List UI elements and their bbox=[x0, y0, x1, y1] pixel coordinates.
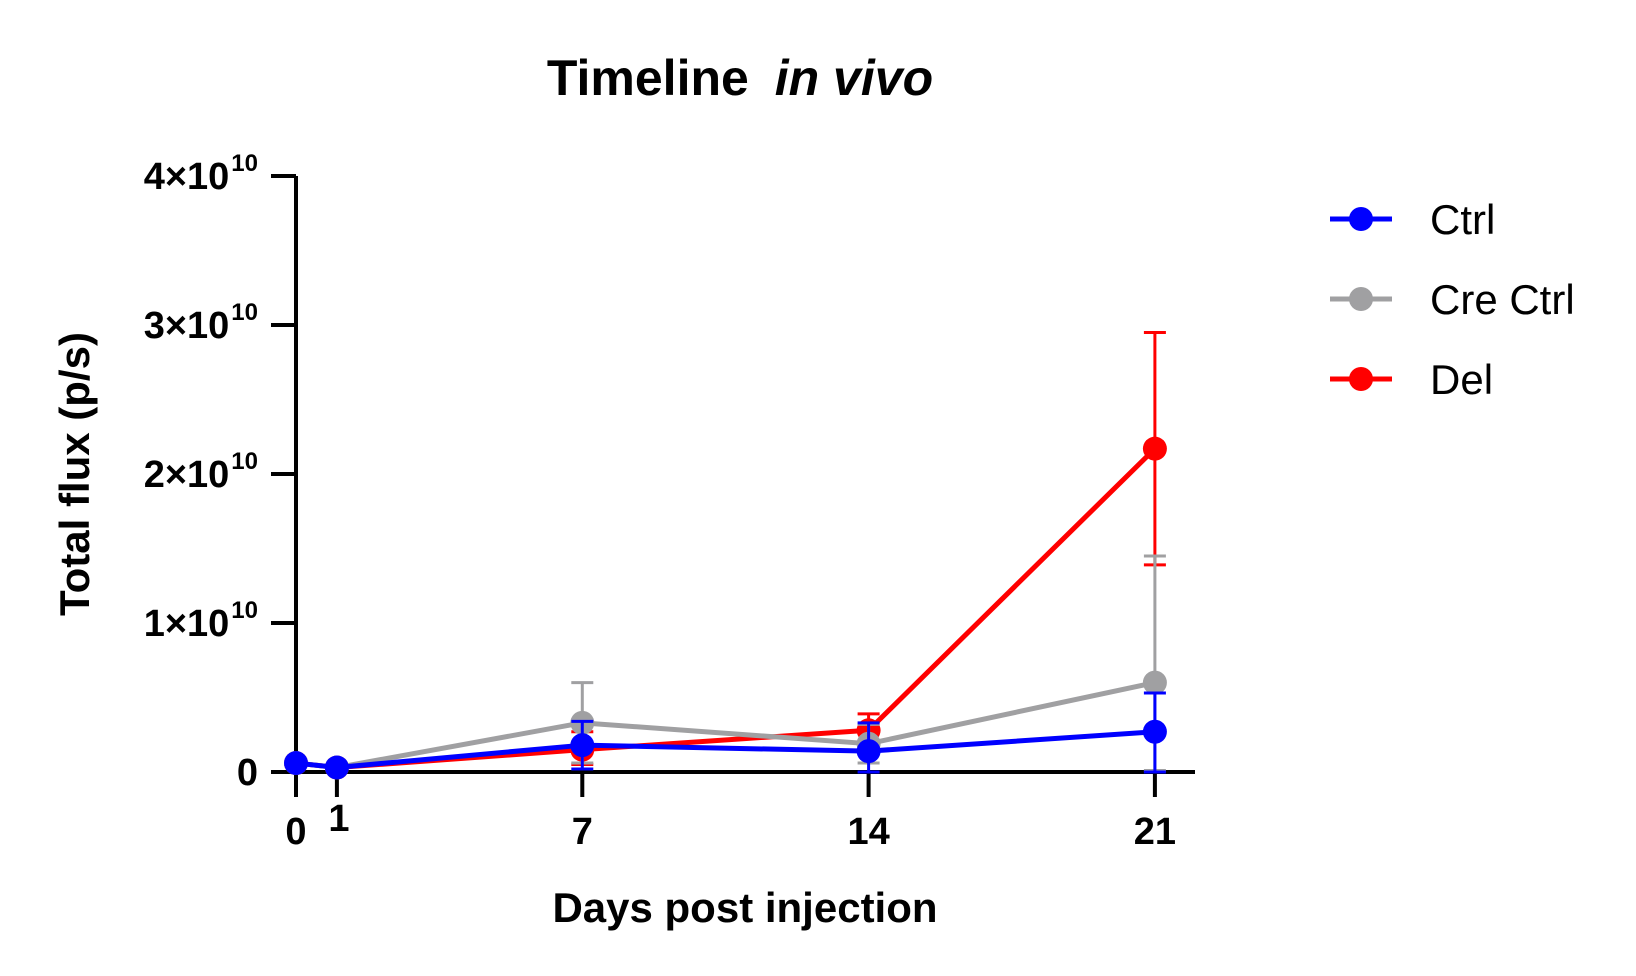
data-point bbox=[1142, 436, 1167, 461]
legend-item: Ctrl bbox=[1330, 196, 1495, 243]
x-ticks: 0 1 7 14 21 bbox=[285, 772, 1176, 853]
data-point bbox=[284, 751, 308, 776]
x-tick-label: 14 bbox=[847, 811, 889, 853]
series-layer bbox=[284, 330, 1167, 780]
series-ctrl bbox=[284, 691, 1167, 780]
y-tick-label: 4×1010 bbox=[144, 150, 258, 198]
y-tick-label: 0 bbox=[237, 752, 258, 794]
y-tick-label: 2×1010 bbox=[144, 448, 258, 496]
data-point bbox=[856, 739, 881, 764]
x-tick-label: 1 bbox=[328, 798, 349, 840]
legend-item: Del bbox=[1330, 356, 1493, 403]
series-del bbox=[284, 330, 1167, 780]
legend-swatch-point bbox=[1349, 367, 1373, 391]
y-ticks: 0 1×1010 2×1010 3×1010 4×1010 bbox=[144, 150, 296, 794]
x-axis-label: Days post injection bbox=[552, 884, 937, 931]
data-point bbox=[324, 755, 349, 780]
legend-label: Cre Ctrl bbox=[1430, 276, 1575, 323]
legend-swatch-point bbox=[1349, 207, 1373, 231]
chart-title-main: Timeline bbox=[547, 50, 749, 106]
data-point bbox=[1142, 719, 1167, 744]
series-line bbox=[295, 680, 1156, 771]
x-tick-label: 21 bbox=[1134, 811, 1176, 853]
y-tick-label: 3×1010 bbox=[144, 299, 258, 347]
legend-label: Ctrl bbox=[1430, 196, 1495, 243]
chart-title: Timeline in vivo bbox=[547, 50, 933, 106]
series-line bbox=[295, 446, 1157, 771]
x-tick-label: 7 bbox=[572, 811, 593, 853]
legend-item: Cre Ctrl bbox=[1330, 276, 1575, 323]
y-tick-label: 1×1010 bbox=[144, 597, 258, 645]
data-point bbox=[570, 733, 595, 758]
chart-title-italic: in vivo bbox=[775, 50, 933, 106]
legend-swatch-point bbox=[1349, 287, 1373, 311]
legend: Ctrl Cre Ctrl Del bbox=[1330, 196, 1575, 403]
data-point bbox=[1142, 670, 1167, 695]
y-axis-label: Total flux (p/s) bbox=[51, 332, 98, 616]
legend-label: Del bbox=[1430, 356, 1493, 403]
x-tick-label: 0 bbox=[285, 811, 306, 853]
